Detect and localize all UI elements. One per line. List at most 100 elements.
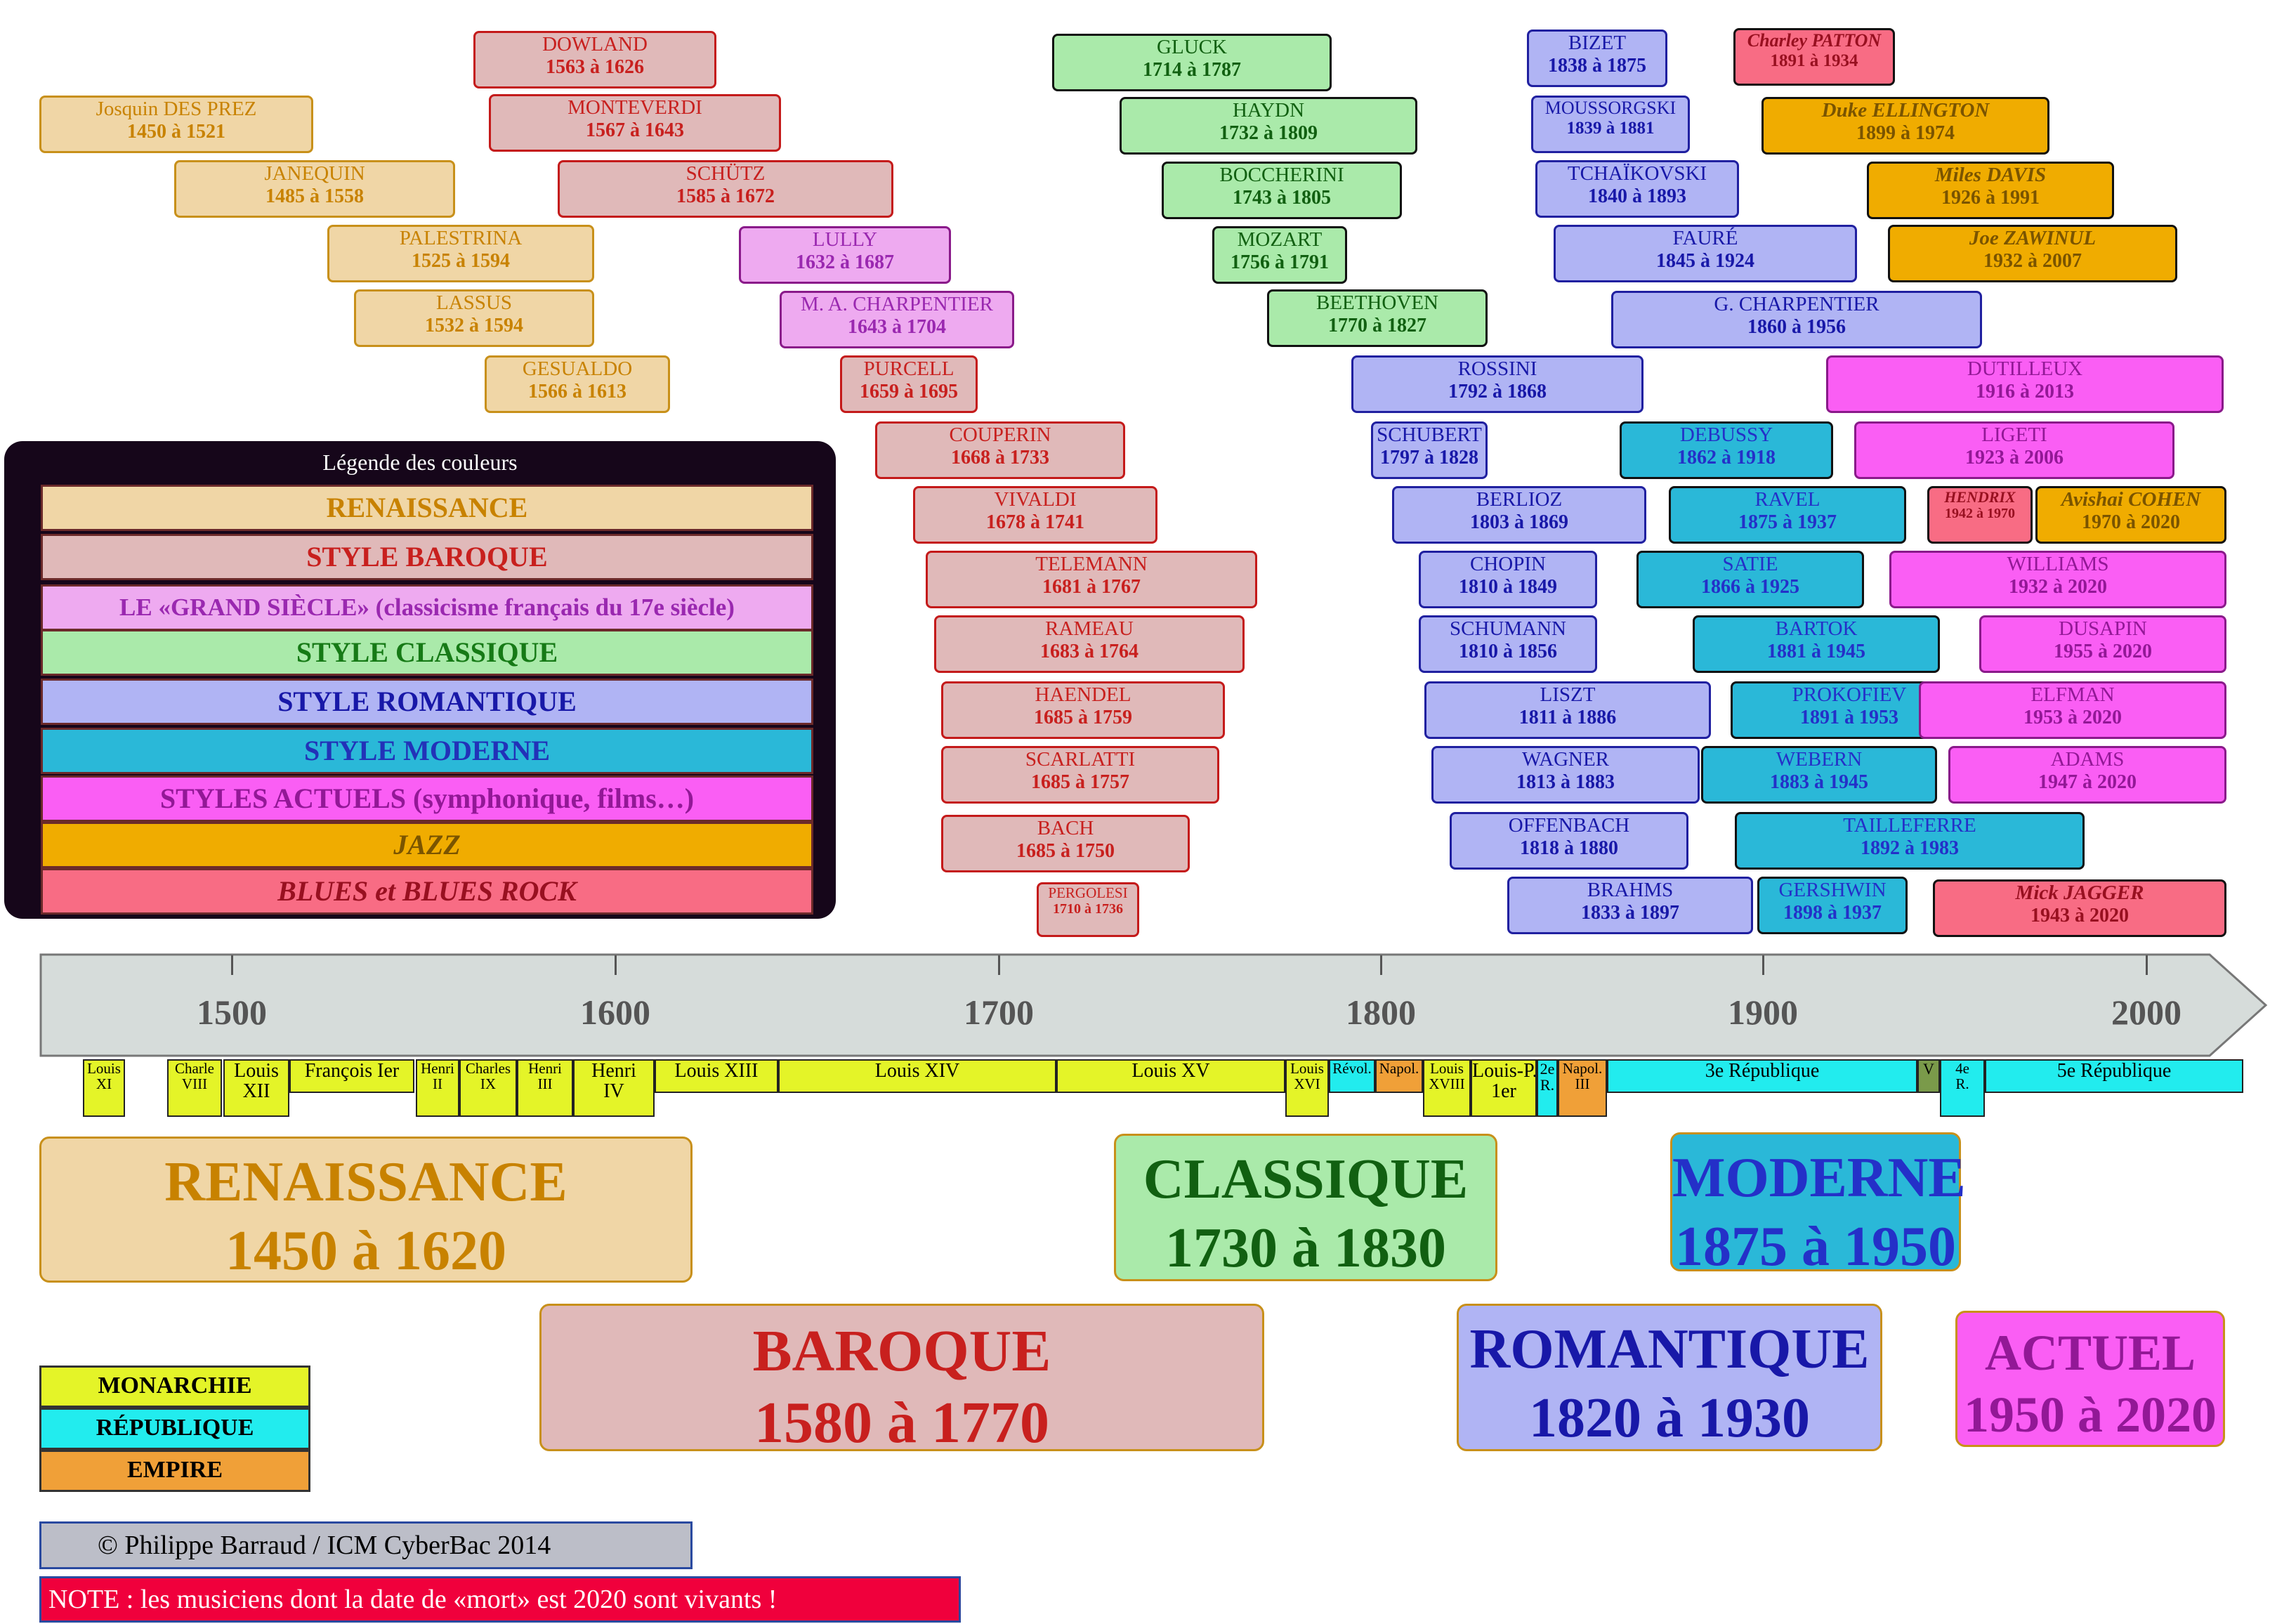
- composer-box: WILLIAMS 1932 à 2020: [1889, 551, 2226, 608]
- composer-name: BIZET: [1568, 32, 1627, 54]
- composer-box: WEBERN 1883 à 1945: [1701, 746, 1937, 804]
- regime-label: Napol.: [1562, 1060, 1603, 1077]
- legend-item: STYLE MODERNE: [41, 728, 813, 774]
- regime-box: Napol.: [1375, 1059, 1423, 1093]
- composer-box: HENDRIX 1942 à 1970: [1927, 486, 2033, 544]
- composer-box: LASSUS 1532 à 1594: [354, 289, 594, 347]
- composer-box: BERLIOZ 1803 à 1869: [1392, 486, 1646, 544]
- color-legend: Légende des couleurs RENAISSANCE STYLE BA…: [4, 441, 836, 919]
- year-label: 1900: [1728, 993, 1798, 1032]
- composer-dates: 1525 à 1594: [412, 250, 510, 273]
- regime-box: 4e R.: [1940, 1059, 1985, 1117]
- composer-dates: 1485 à 1558: [265, 185, 364, 208]
- regime-box: Louis-P. 1er: [1471, 1059, 1537, 1117]
- composer-box: SATIE 1866 à 1925: [1636, 551, 1864, 608]
- period-range: 1580 à 1770: [754, 1390, 1049, 1456]
- composer-dates: 1803 à 1869: [1470, 511, 1568, 534]
- regime-label: V: [1923, 1060, 1934, 1078]
- regime-label: François Ier: [304, 1060, 400, 1082]
- composer-box: G. CHARPENTIER 1860 à 1956: [1611, 291, 1982, 348]
- composer-name: PURCELL: [863, 358, 954, 380]
- legend-item: STYLE CLASSIQUE: [41, 629, 813, 676]
- composer-dates: 1632 à 1687: [796, 251, 894, 274]
- composer-dates: 1899 à 1974: [1856, 122, 1955, 145]
- composer-box: SCHUBERT 1797 à 1828: [1371, 421, 1488, 479]
- composer-dates: 1678 à 1741: [986, 511, 1084, 534]
- composer-box: RAVEL 1875 à 1937: [1669, 486, 1906, 544]
- composer-box: Avishai COHEN 1970 à 2020: [2035, 486, 2226, 544]
- regime-box: 5e République: [1985, 1059, 2243, 1093]
- composer-dates: 1862 à 1918: [1677, 447, 1776, 469]
- composer-dates: 1892 à 1983: [1861, 837, 1959, 860]
- composer-dates: 1732 à 1809: [1219, 122, 1318, 145]
- composer-name: HAYDN: [1232, 99, 1305, 122]
- composer-dates: 1838 à 1875: [1548, 55, 1646, 77]
- regime-box: Henri II: [416, 1059, 459, 1117]
- composer-box: Duke ELLINGTON 1899 à 1974: [1761, 97, 2049, 155]
- year-tick: [998, 955, 1000, 975]
- regime-box: Napol. III: [1558, 1059, 1607, 1117]
- composer-dates: 1818 à 1880: [1520, 837, 1618, 860]
- regime-box: Louis XI: [83, 1059, 125, 1117]
- composer-dates: 1567 à 1643: [586, 119, 684, 142]
- composer-box: ADAMS 1947 à 2020: [1948, 746, 2226, 804]
- composer-dates: 1659 à 1695: [860, 381, 958, 403]
- year-tick: [1380, 955, 1382, 975]
- regime-legend-item: RÉPUBLIQUE: [39, 1408, 310, 1450]
- composer-name: LISZT: [1540, 683, 1596, 706]
- composer-dates: 1833 à 1897: [1581, 902, 1679, 924]
- composer-box: DUTILLEUX 1916 à 2013: [1826, 355, 2224, 413]
- year-tick: [2146, 955, 2148, 975]
- note-banner: NOTE : les musiciens dont la date de «mo…: [39, 1576, 961, 1623]
- regime-label-2: XVI: [1294, 1075, 1320, 1093]
- composer-dates: 1875 à 1937: [1738, 511, 1837, 534]
- period-box: MODERNE 1875 à 1950: [1670, 1132, 1966, 1278]
- composer-dates: 1811 à 1886: [1518, 707, 1617, 729]
- composer-box: BRAHMS 1833 à 1897: [1507, 877, 1753, 934]
- composer-dates: 1685 à 1750: [1016, 840, 1115, 863]
- regime-label: Louis: [87, 1060, 121, 1077]
- composer-name: LIGETI: [1981, 424, 2047, 446]
- composer-name: FAURÉ: [1672, 227, 1738, 249]
- period-range: 1875 à 1950: [1675, 1215, 1956, 1278]
- composer-dates: 1566 à 1613: [528, 381, 626, 403]
- composer-box: DOWLAND 1563 à 1626: [473, 31, 716, 89]
- composer-name: BOCCHERINI: [1219, 164, 1344, 186]
- composer-name: MOZART: [1237, 228, 1323, 251]
- composer-name: Duke ELLINGTON: [1821, 99, 1990, 122]
- composer-box: Miles DAVIS 1926 à 1991: [1867, 162, 2114, 219]
- composer-name: LULLY: [812, 228, 878, 251]
- composer-box: WAGNER 1813 à 1883: [1431, 746, 1700, 804]
- regime-label-2: VIII: [181, 1075, 208, 1093]
- composer-box: TELEMANN 1681 à 1767: [926, 551, 1257, 608]
- composer-dates: 1668 à 1733: [951, 447, 1049, 469]
- regime-label: Charles: [465, 1060, 511, 1077]
- period-box: ACTUEL 1950 à 2020: [1955, 1311, 2225, 1447]
- regime-box: 3e République: [1607, 1059, 1917, 1093]
- regime-label: Louis: [1430, 1060, 1464, 1077]
- year-tick: [1762, 955, 1764, 975]
- regime-label: Charle: [175, 1060, 214, 1077]
- composer-name: SCHÜTZ: [685, 162, 766, 185]
- composer-dates: 1916 à 2013: [1976, 381, 2074, 403]
- composer-dates: 1932 à 2020: [2009, 576, 2107, 598]
- timeline-arrow: [39, 953, 2268, 1057]
- composer-box: ROSSINI 1792 à 1868: [1351, 355, 1644, 413]
- regime-label-2: 1er: [1491, 1080, 1516, 1103]
- regime-box: Louis XV: [1056, 1059, 1285, 1093]
- composer-name: HAENDEL: [1035, 683, 1131, 706]
- composer-box: TAILLEFERRE 1892 à 1983: [1735, 812, 2085, 870]
- composer-name: HENDRIX: [1944, 488, 2016, 506]
- composer-box: BOCCHERINI 1743 à 1805: [1162, 162, 1402, 219]
- composer-box: JANEQUIN 1485 à 1558: [174, 160, 455, 218]
- composer-box: GESUALDO 1566 à 1613: [485, 355, 670, 413]
- regime-label-2: XI: [96, 1075, 112, 1093]
- regime-label: 5e République: [2056, 1060, 2172, 1082]
- period-name: MODERNE: [1672, 1147, 1966, 1209]
- composer-box: LIGETI 1923 à 2006: [1854, 421, 2174, 479]
- composer-name: RAVEL: [1754, 488, 1820, 511]
- composer-dates: 1585 à 1672: [676, 185, 775, 208]
- regime-legend-item: MONARCHIE: [39, 1366, 310, 1408]
- regime-label: 4e: [1955, 1060, 1969, 1077]
- composer-name: DUTILLEUX: [1967, 358, 2083, 380]
